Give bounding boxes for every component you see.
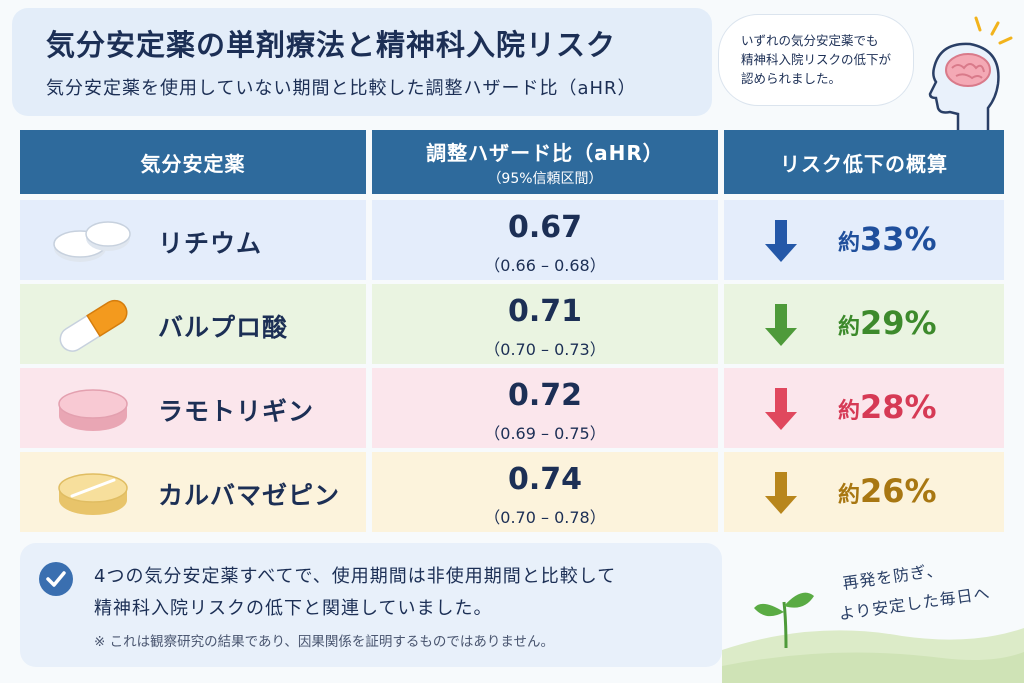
- footer-panel: [20, 543, 722, 667]
- reduction-value: 28%: [860, 388, 937, 426]
- reduction-cell: 約28%: [724, 368, 1004, 448]
- reduction-value: 29%: [860, 304, 937, 342]
- summary-line: 4つの気分安定薬すべてで、使用期間は非使用期間と比較して: [94, 566, 617, 587]
- table-row: ラモトリギン 0.72 （0.69 – 0.75） 約28%: [20, 368, 1004, 448]
- table-row: カルバマゼピン 0.74 （0.70 – 0.78） 約26%: [20, 452, 1004, 532]
- hr-cell: 0.71 （0.70 – 0.73）: [372, 284, 718, 364]
- reduction-prefix: 約: [838, 315, 861, 340]
- drug-name: ラモトリギン: [158, 397, 315, 426]
- reduction-prefix: 約: [838, 231, 861, 256]
- reduction-value: 33%: [860, 220, 937, 258]
- header-drug: 気分安定薬: [20, 130, 366, 194]
- drug-name: カルバマゼピン: [158, 481, 341, 510]
- page-title: 気分安定薬の単剤療法と精神科入院リスク: [46, 28, 617, 62]
- reduction-label: 約33%: [838, 220, 937, 258]
- hr-ci: （0.70 – 0.73）: [484, 340, 606, 359]
- sprout-hill-illustration: [722, 592, 1024, 683]
- white-tablets-icon: [53, 221, 131, 262]
- bubble-line: いずれの気分安定薬でも: [741, 33, 879, 48]
- hr-value: 0.71: [507, 294, 583, 329]
- table-row: リチウム 0.67 （0.66 – 0.68） 約33%: [20, 200, 1004, 280]
- reduction-cell: 約33%: [724, 200, 1004, 280]
- header-reduction: リスク低下の概算: [724, 130, 1004, 194]
- header-reduction-label: リスク低下の概算: [780, 151, 948, 176]
- drug-name: リチウム: [158, 229, 263, 258]
- hr-value: 0.74: [507, 462, 583, 497]
- check-circle-icon: [39, 562, 73, 596]
- reduction-value: 26%: [860, 472, 937, 510]
- hr-cell: 0.74 （0.70 – 0.78）: [372, 452, 718, 532]
- header-hr-sublabel: （95%信頼区間）: [487, 170, 603, 187]
- summary-line: 精神科入院リスクの低下と関連していました。: [94, 598, 493, 619]
- header-hr: 調整ハザード比（aHR） （95%信頼区間）: [372, 130, 718, 194]
- reduction-prefix: 約: [838, 483, 861, 508]
- yellow-scored-tablet-icon: [58, 473, 128, 515]
- hr-ci: （0.66 – 0.68）: [484, 256, 606, 275]
- bubble-line: 精神科入院リスクの低下が: [741, 52, 892, 67]
- hr-cell: 0.67 （0.66 – 0.68）: [372, 200, 718, 280]
- speech-bubble: いずれの気分安定薬でも 精神科入院リスクの低下が 認められました。: [718, 14, 914, 106]
- reduction-label: 約28%: [838, 388, 937, 426]
- reduction-label: 約26%: [838, 472, 937, 510]
- pink-tablet-icon: [58, 389, 128, 431]
- brain-head-icon: [928, 16, 1013, 130]
- reduction-prefix: 約: [838, 399, 861, 424]
- hr-value: 0.67: [507, 210, 583, 245]
- reduction-cell: 約29%: [724, 284, 1004, 364]
- table-row: バルプロ酸 0.71 （0.70 – 0.73） 約29%: [20, 284, 1004, 364]
- hr-cell: 0.72 （0.69 – 0.75）: [372, 368, 718, 448]
- header-hr-label: 調整ハザード比（aHR）: [426, 140, 664, 165]
- drug-name: バルプロ酸: [158, 313, 289, 342]
- page-subtitle: 気分安定薬を使用していない期間と比較した調整ハザード比（aHR）: [46, 78, 637, 99]
- hr-ci: （0.70 – 0.78）: [484, 508, 606, 527]
- down-arrow-icon: [765, 472, 797, 514]
- reduction-label: 約29%: [838, 304, 937, 342]
- orange-capsule-icon: [59, 299, 128, 352]
- hr-value: 0.72: [507, 378, 583, 413]
- down-arrow-icon: [765, 304, 797, 346]
- down-arrow-icon: [765, 388, 797, 430]
- header-drug-label: 気分安定薬: [140, 151, 246, 176]
- bubble-line: 認められました。: [741, 71, 842, 86]
- disclaimer-note: ※ これは観察研究の結果であり、因果関係を証明するものではありません。: [94, 634, 555, 650]
- reduction-cell: 約26%: [724, 452, 1004, 532]
- header-panel: [12, 8, 712, 116]
- hr-ci: （0.69 – 0.75）: [484, 424, 606, 443]
- down-arrow-icon: [765, 220, 797, 262]
